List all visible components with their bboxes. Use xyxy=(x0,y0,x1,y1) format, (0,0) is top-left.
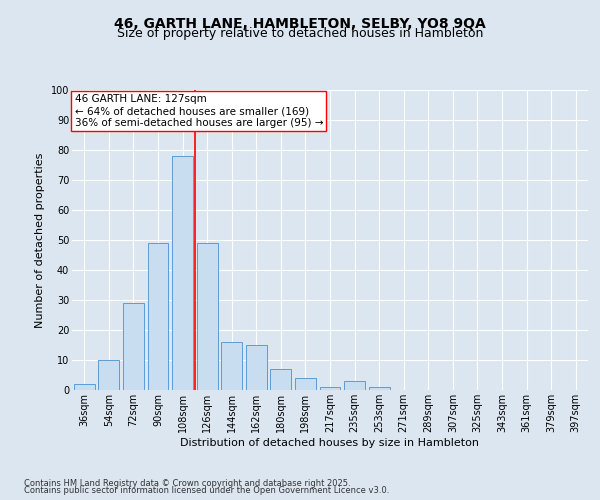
Bar xyxy=(74,384,95,390)
Y-axis label: Number of detached properties: Number of detached properties xyxy=(35,152,45,328)
Text: 46, GARTH LANE, HAMBLETON, SELBY, YO8 9QA: 46, GARTH LANE, HAMBLETON, SELBY, YO8 9Q… xyxy=(114,18,486,32)
Bar xyxy=(221,342,242,390)
Bar xyxy=(368,387,389,390)
Bar xyxy=(320,387,340,390)
Text: 46 GARTH LANE: 127sqm
← 64% of detached houses are smaller (169)
36% of semi-det: 46 GARTH LANE: 127sqm ← 64% of detached … xyxy=(74,94,323,128)
Bar xyxy=(172,156,193,390)
Text: Contains HM Land Registry data © Crown copyright and database right 2025.: Contains HM Land Registry data © Crown c… xyxy=(24,478,350,488)
Bar xyxy=(295,378,316,390)
Bar xyxy=(123,303,144,390)
Bar xyxy=(246,345,267,390)
Bar xyxy=(271,369,292,390)
Text: Size of property relative to detached houses in Hambleton: Size of property relative to detached ho… xyxy=(117,28,483,40)
Text: Contains public sector information licensed under the Open Government Licence v3: Contains public sector information licen… xyxy=(24,486,389,495)
Bar xyxy=(197,243,218,390)
Bar xyxy=(98,360,119,390)
X-axis label: Distribution of detached houses by size in Hambleton: Distribution of detached houses by size … xyxy=(181,438,479,448)
Bar xyxy=(344,381,365,390)
Bar xyxy=(148,243,169,390)
